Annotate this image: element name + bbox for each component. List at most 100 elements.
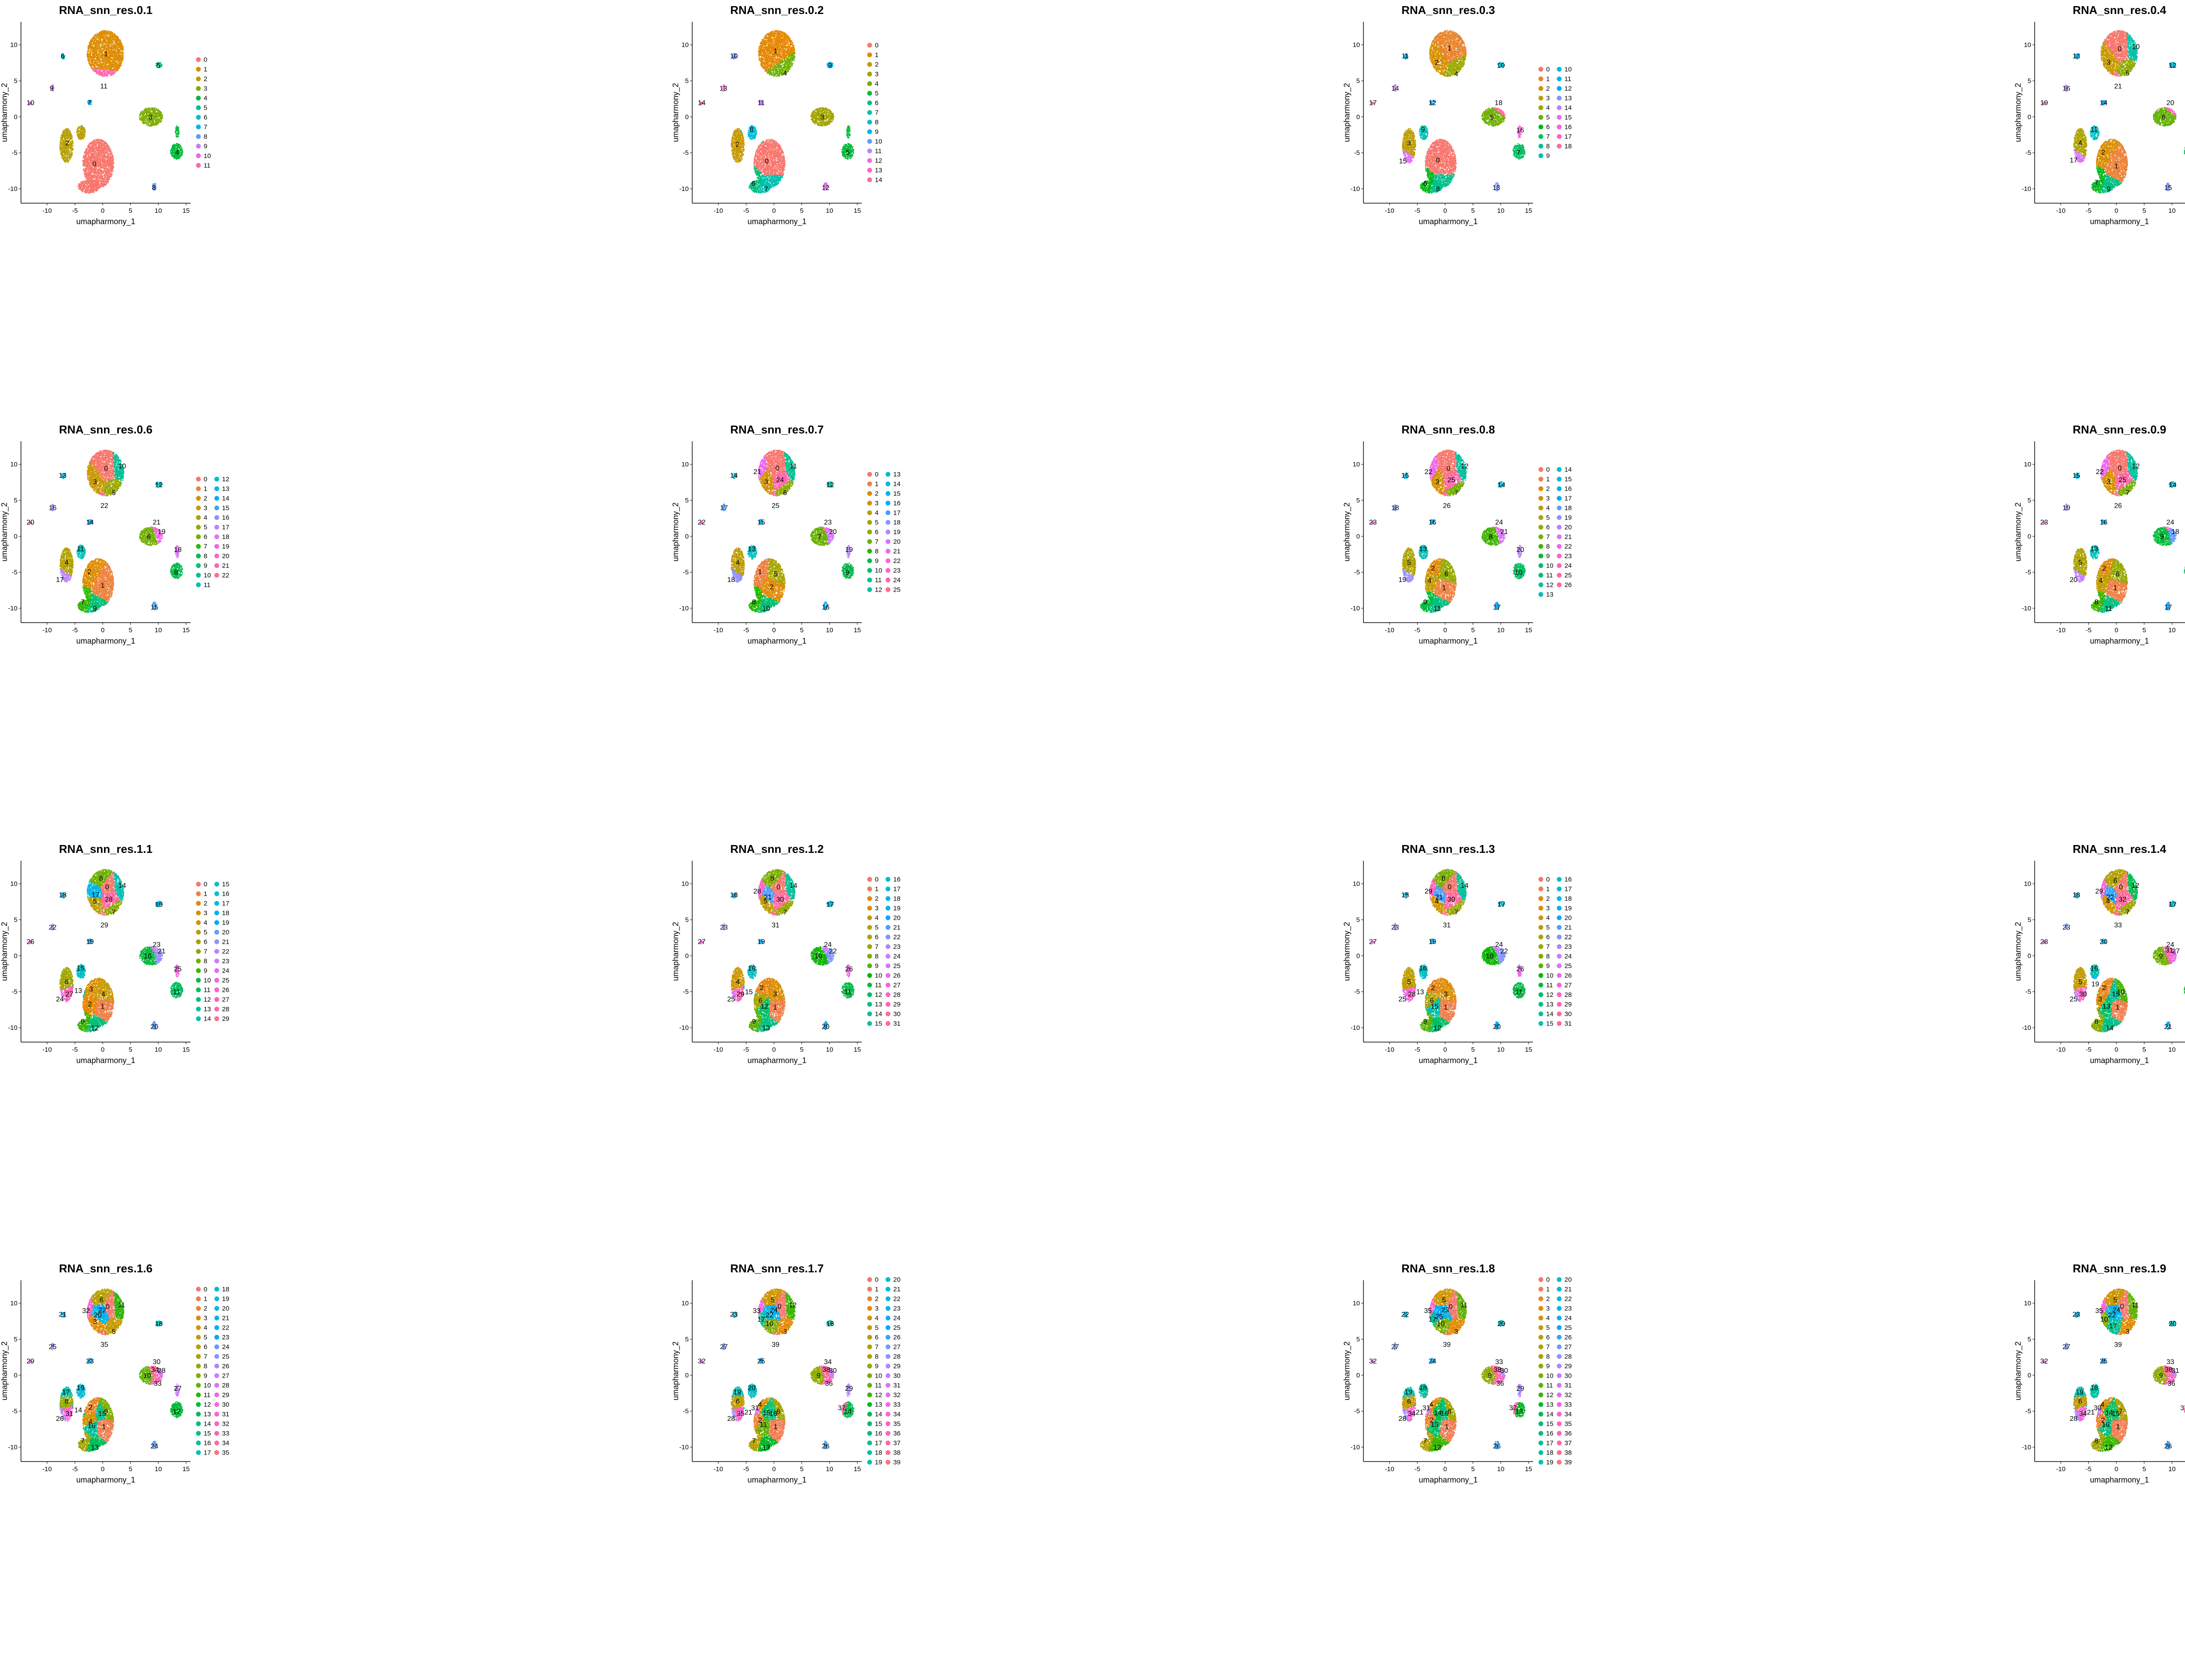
data-point bbox=[101, 139, 103, 141]
data-point bbox=[97, 59, 98, 61]
data-point bbox=[103, 172, 104, 173]
data-point bbox=[111, 45, 113, 46]
data-point bbox=[115, 69, 116, 70]
data-point bbox=[116, 36, 117, 37]
data-point bbox=[99, 180, 100, 181]
data-point bbox=[91, 152, 92, 153]
data-point bbox=[95, 42, 96, 44]
umap-panel: RNA_snn_res.0.1 0 1 2 3 4 5 6 7 8 9 10 11 -10 -5 0 5 10 15… bbox=[0, 0, 671, 419]
data-point bbox=[94, 63, 96, 64]
data-point bbox=[106, 32, 108, 33]
data-point bbox=[112, 42, 114, 43]
data-point bbox=[94, 66, 95, 68]
data-point bbox=[87, 155, 89, 156]
data-point bbox=[104, 143, 105, 144]
data-point bbox=[96, 62, 97, 64]
data-point bbox=[111, 156, 113, 157]
data-point bbox=[114, 34, 115, 35]
data-point bbox=[97, 51, 98, 52]
data-point bbox=[101, 75, 103, 76]
data-point bbox=[98, 140, 99, 141]
data-point bbox=[100, 145, 101, 146]
data-point bbox=[99, 41, 100, 42]
data-point bbox=[111, 153, 112, 154]
data-point bbox=[97, 146, 99, 147]
data-point bbox=[90, 45, 91, 46]
data-point bbox=[106, 36, 107, 38]
data-point bbox=[113, 58, 114, 59]
data-point bbox=[110, 65, 111, 66]
data-point bbox=[110, 69, 111, 70]
data-point bbox=[95, 61, 97, 62]
data-point bbox=[111, 37, 112, 38]
data-point bbox=[100, 38, 101, 39]
data-point bbox=[119, 63, 121, 64]
data-point bbox=[85, 158, 86, 159]
data-point bbox=[94, 169, 95, 170]
data-point bbox=[118, 48, 119, 49]
data-point bbox=[111, 36, 112, 37]
data-point bbox=[107, 143, 108, 145]
data-point bbox=[107, 44, 108, 45]
data-point bbox=[94, 178, 95, 179]
data-point bbox=[110, 41, 111, 42]
data-point bbox=[99, 42, 100, 43]
data-point bbox=[108, 155, 109, 156]
data-point bbox=[93, 69, 94, 71]
data-point bbox=[109, 170, 110, 171]
data-point bbox=[96, 70, 97, 71]
data-point bbox=[111, 39, 112, 40]
data-point bbox=[108, 56, 110, 57]
data-point bbox=[105, 73, 106, 74]
data-point bbox=[97, 69, 99, 71]
data-point bbox=[122, 59, 124, 61]
data-point bbox=[96, 69, 97, 70]
data-point bbox=[95, 35, 96, 36]
data-point bbox=[98, 154, 100, 155]
data-point bbox=[121, 58, 122, 59]
data-point bbox=[98, 182, 100, 183]
data-point bbox=[97, 149, 99, 150]
data-point bbox=[103, 47, 104, 48]
data-point bbox=[117, 55, 118, 56]
data-point bbox=[98, 144, 100, 145]
data-point bbox=[119, 61, 121, 62]
data-point bbox=[90, 65, 91, 66]
data-point bbox=[109, 73, 111, 75]
data-point bbox=[97, 141, 98, 142]
data-point bbox=[100, 147, 101, 148]
data-point bbox=[90, 57, 91, 59]
data-point bbox=[99, 53, 100, 54]
data-point bbox=[102, 38, 103, 40]
data-point bbox=[98, 156, 99, 157]
data-point bbox=[87, 53, 88, 55]
data-point bbox=[108, 60, 110, 61]
data-point bbox=[118, 66, 119, 68]
data-point bbox=[106, 48, 107, 49]
data-point bbox=[99, 59, 101, 60]
data-point bbox=[98, 34, 99, 35]
data-point bbox=[115, 37, 116, 38]
data-point bbox=[87, 177, 88, 178]
data-point bbox=[98, 74, 100, 76]
data-point bbox=[109, 34, 110, 35]
data-point bbox=[93, 41, 94, 42]
data-point bbox=[110, 44, 111, 45]
data-point bbox=[97, 53, 98, 55]
data-point bbox=[105, 68, 107, 69]
data-point bbox=[111, 162, 113, 163]
data-point bbox=[104, 34, 106, 35]
data-point bbox=[101, 143, 103, 145]
data-point bbox=[107, 38, 108, 39]
data-point bbox=[91, 59, 93, 60]
data-point bbox=[103, 145, 104, 146]
data-point bbox=[110, 57, 111, 58]
data-point bbox=[97, 140, 98, 141]
data-point bbox=[119, 40, 121, 41]
data-point bbox=[109, 45, 110, 46]
data-point bbox=[120, 48, 121, 49]
data-point bbox=[96, 48, 97, 50]
data-point bbox=[101, 164, 103, 165]
data-point bbox=[94, 35, 95, 36]
data-point bbox=[114, 56, 115, 57]
